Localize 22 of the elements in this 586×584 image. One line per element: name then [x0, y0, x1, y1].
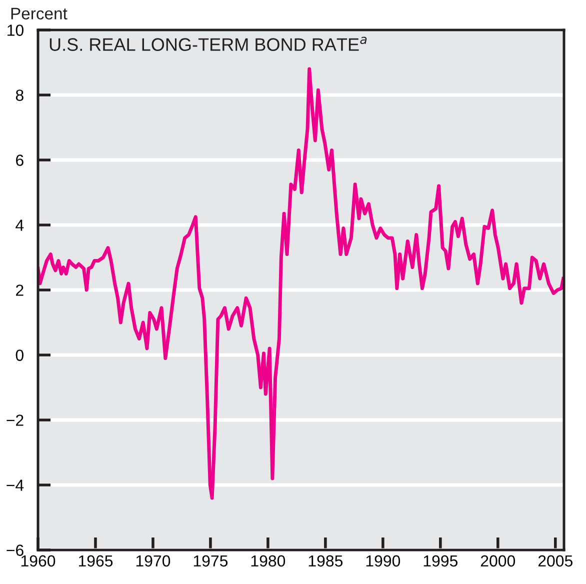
x-tick-label: 1985	[308, 555, 343, 567]
x-tick-label: 2000	[480, 555, 516, 567]
y-axis-title: Percent	[11, 8, 68, 20]
x-tick-label: 1995	[424, 555, 458, 567]
y-tick-label: 8	[16, 90, 24, 101]
x-tick-label: 1970	[136, 555, 170, 567]
y-tick-label: 4	[16, 220, 24, 231]
line-series	[38, 67, 564, 500]
y-tick-label: 10	[8, 24, 24, 36]
x-tick-label: 1965	[78, 555, 113, 567]
chart-title: U.S. REAL LONG-TERM BOND RATE$^{a}$	[50, 36, 367, 51]
y-tick-label: 2	[16, 284, 24, 296]
x-tick-label: 1980	[251, 555, 286, 567]
x-tick-label: 1990	[366, 555, 400, 567]
y-tick-label: 6	[16, 154, 24, 166]
x-tick-label: 1975	[194, 555, 228, 567]
x-tick-label: 1960	[21, 555, 56, 567]
y-tick-label: −2	[6, 414, 24, 426]
y-tick-label: −4	[6, 480, 24, 491]
y-tick-label: 0	[16, 350, 24, 361]
y-tick-label: −6	[6, 544, 24, 556]
x-tick-label: 2005	[538, 555, 572, 567]
